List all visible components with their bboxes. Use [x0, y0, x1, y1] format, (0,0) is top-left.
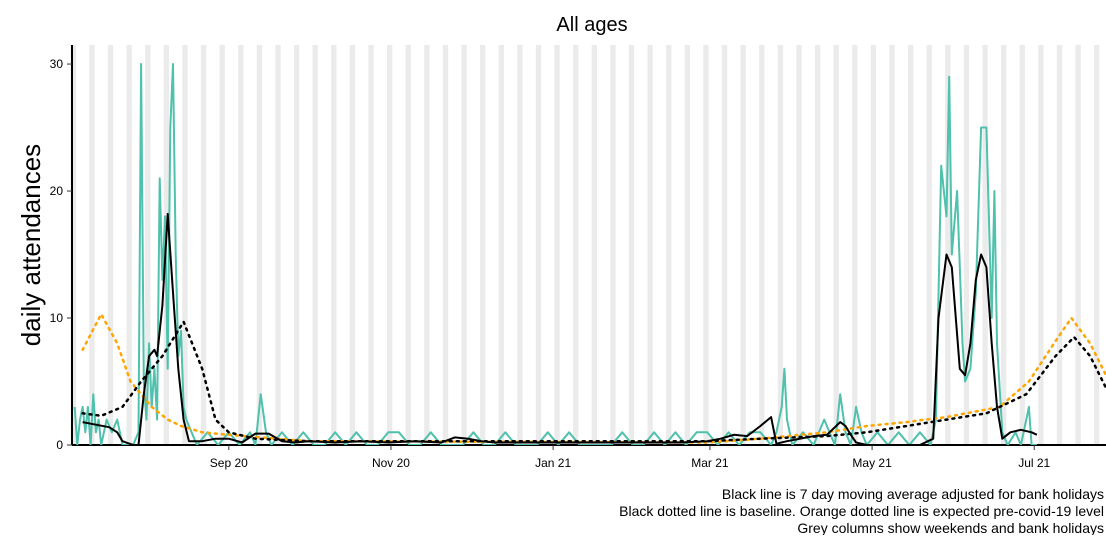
weekend-column [368, 45, 374, 445]
x-tick-label: Sep 20 [210, 456, 248, 470]
weekend-column [666, 45, 672, 445]
weekend-column [89, 45, 95, 445]
caption: Black line is 7 day moving average adjus… [722, 486, 1104, 502]
x-tick-label: Jul 21 [1018, 456, 1050, 470]
weekend-column [963, 45, 970, 445]
weekend-column [145, 45, 151, 445]
weekend-column [945, 45, 951, 445]
weekend-column [424, 45, 430, 445]
weekend-column [200, 45, 207, 445]
weekend-columns [70, 45, 1100, 445]
weekend-column [386, 45, 393, 445]
weekend-column [1019, 45, 1025, 445]
x-tick-label: Nov 20 [372, 456, 410, 470]
weekend-column [219, 45, 225, 445]
weekend-column [498, 45, 504, 445]
weekend-column [182, 45, 188, 445]
weekend-column [442, 45, 449, 445]
caption: Black dotted line is baseline. Orange do… [619, 503, 1104, 519]
y-tick-label: 20 [50, 184, 64, 198]
weekend-column [1075, 45, 1081, 445]
weekend-column [703, 45, 709, 445]
x-tick-label: Jan 21 [535, 456, 571, 470]
weekend-column [126, 45, 132, 445]
weekend-column [907, 45, 914, 445]
weekend-column [684, 45, 691, 445]
weekend-column [554, 45, 560, 445]
line-series [82, 212, 1038, 445]
weekend-column [647, 45, 653, 445]
weekend-column [814, 45, 821, 445]
weekend-column [926, 45, 932, 445]
weekend-column [312, 45, 318, 445]
weekend-column [833, 45, 839, 445]
weekend-column [1056, 45, 1063, 445]
weekend-column [889, 45, 895, 445]
weekend-column [349, 45, 356, 445]
chart-title: All ages [556, 14, 627, 36]
weekend-column [759, 45, 765, 445]
weekend-column [796, 45, 802, 445]
weekend-column [107, 45, 114, 445]
y-tick-label: 0 [56, 438, 63, 452]
weekend-column [982, 45, 988, 445]
weekend-column [535, 45, 542, 445]
weekend-column [591, 45, 597, 445]
weekend-column [70, 45, 76, 445]
weekend-column [405, 45, 411, 445]
weekend-column [1001, 45, 1007, 445]
y-tick-label: 30 [50, 57, 64, 71]
weekend-column [1094, 45, 1100, 445]
weekend-column [461, 45, 467, 445]
weekend-column [517, 45, 523, 445]
weekend-column [610, 45, 616, 445]
y-axis-label: daily attendances [16, 144, 46, 346]
weekend-column [480, 45, 486, 445]
weekend-column [628, 45, 635, 445]
x-tick-label: May 21 [852, 456, 892, 470]
weekend-column [721, 45, 728, 445]
weekend-column [238, 45, 244, 445]
y-tick-label: 10 [50, 311, 64, 325]
weekend-column [573, 45, 579, 445]
weekend-column [777, 45, 784, 445]
weekend-column [293, 45, 300, 445]
weekend-column [331, 45, 337, 445]
caption: Grey columns show weekends and bank holi… [797, 520, 1104, 535]
x-tick-label: Mar 21 [691, 456, 729, 470]
weekend-column [256, 45, 263, 445]
weekend-column [870, 45, 877, 445]
weekend-column [1038, 45, 1044, 445]
weekend-column [740, 45, 746, 445]
weekend-column [275, 45, 281, 445]
line-series [81, 320, 1106, 443]
weekend-column [852, 45, 858, 445]
